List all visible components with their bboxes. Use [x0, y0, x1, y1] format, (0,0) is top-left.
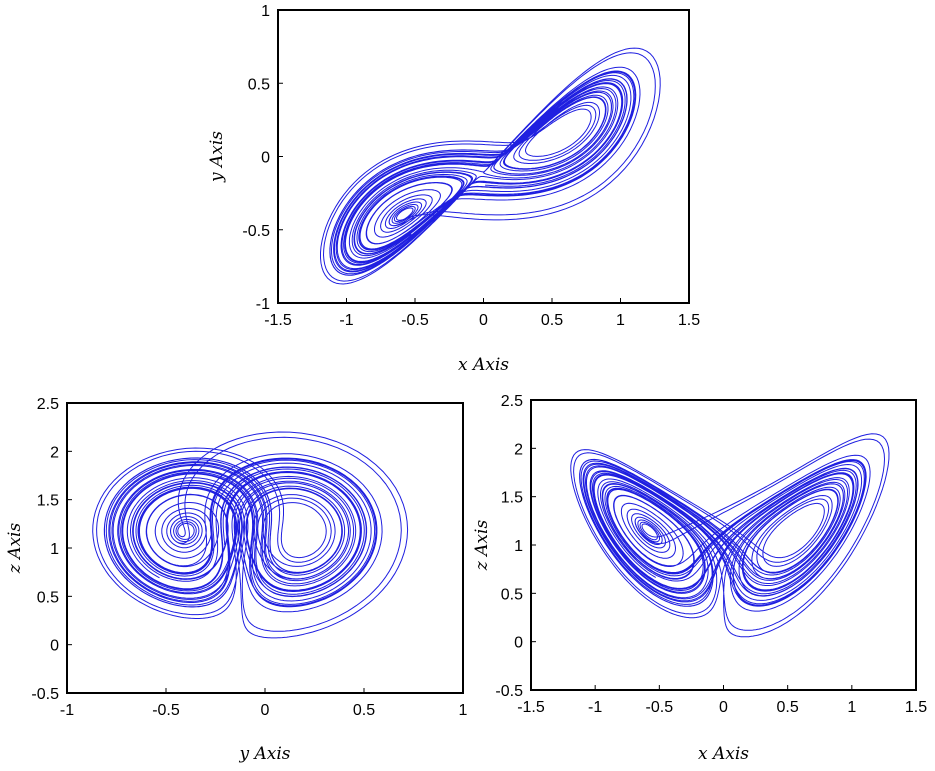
y-tick-label: -1	[256, 296, 270, 313]
y-tick-label: 1.5	[501, 490, 523, 507]
attractor-trajectory	[320, 47, 661, 285]
x-tick-label: -0.5	[646, 699, 674, 716]
y-tick-label: -0.5	[31, 686, 59, 703]
x-axis-label: y Axis	[238, 744, 290, 764]
y-axis-label: z Axis	[472, 520, 492, 572]
y-tick-label: 2	[50, 444, 59, 461]
y-tick-label: 2.5	[501, 393, 523, 410]
y-tick-label: -0.5	[242, 223, 270, 240]
y-tick-label: 2	[514, 441, 523, 458]
x-tick-label: -0.5	[152, 702, 180, 719]
y-tick-label: 0.5	[501, 586, 523, 603]
xz-phase-portrait: -1.5 -1 -0.5 0 0.5 1 1.5 -0.5 0 0.5 1 1.5 2 2.5 x Axis…	[472, 393, 927, 764]
x-tick-label: 1.5	[678, 312, 700, 329]
x-tick-label: -1.5	[517, 699, 545, 716]
y-tick-label: 0	[514, 635, 523, 652]
x-tick-label: -1.5	[264, 312, 292, 329]
x-tick-label: -1	[60, 702, 74, 719]
y-tick-label: 1	[50, 541, 59, 558]
y-tick-label: 1.5	[37, 493, 59, 510]
y-tick-label: 1	[514, 538, 523, 555]
y-tick-label: 0.5	[37, 589, 59, 606]
y-tick-label: 0.5	[248, 76, 270, 93]
x-tick-label: 1	[616, 312, 625, 329]
x-axis-label: x Axis	[458, 355, 509, 375]
y-tick-label: -0.5	[495, 683, 523, 700]
x-tick-label: -0.5	[401, 312, 429, 329]
x-tick-label: 0	[479, 312, 488, 329]
x-tick-label: 1	[847, 699, 856, 716]
y-tick-label: 1	[261, 3, 270, 20]
x-tick-label: -1	[588, 699, 602, 716]
y-tick-label: 0	[50, 638, 59, 655]
x-tick-label: 0.5	[777, 699, 799, 716]
x-tick-label: 0.5	[353, 702, 375, 719]
y-axis-label: y Axis	[207, 131, 227, 183]
x-tick-label: 0	[261, 702, 270, 719]
x-tick-label: 1.5	[905, 699, 927, 716]
x-tick-label: 1	[459, 702, 468, 719]
x-tick-label: 0	[719, 699, 728, 716]
x-axis-label: x Axis	[698, 744, 749, 764]
x-tick-label: 0.5	[541, 312, 563, 329]
y-axis-label: z Axis	[5, 523, 25, 575]
attractor-trajectory	[92, 431, 409, 639]
attractor-trajectory	[570, 433, 890, 638]
y-tick-label: 2.5	[37, 396, 59, 413]
x-tick-label: -1	[339, 312, 353, 329]
y-tick-label: 0	[261, 150, 270, 167]
plot-frame	[530, 399, 917, 691]
